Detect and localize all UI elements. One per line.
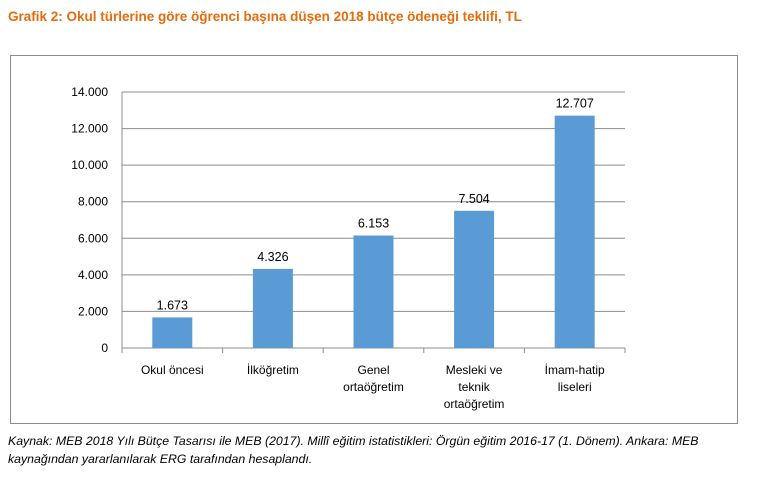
bar — [252, 268, 293, 348]
y-tick-label: 6.000 — [78, 231, 108, 245]
bar — [152, 317, 193, 348]
category-label: İmam-hatip liseleri — [545, 363, 605, 394]
bar — [554, 115, 595, 348]
y-tick-label: 14.000 — [71, 85, 108, 99]
data-label: 6.153 — [358, 216, 389, 230]
data-label: 1.673 — [157, 298, 188, 312]
y-tick-label: 0 — [101, 341, 108, 355]
category-label: İlköğretim — [247, 363, 299, 377]
data-label: 12.707 — [556, 97, 594, 111]
y-tick-label: 4.000 — [78, 268, 108, 282]
y-tick-label: 10.000 — [71, 158, 108, 172]
source-note: Kaynak: MEB 2018 Yılı Bütçe Tasarısı ile… — [8, 434, 699, 466]
category-label: Genel ortaöğretim — [343, 363, 404, 394]
category-label: Mesleki ve teknik ortaöğretim — [444, 363, 505, 411]
y-tick-label: 12.000 — [71, 122, 108, 136]
bar — [353, 235, 394, 348]
bar — [454, 210, 495, 348]
chart-title: Grafik 2: Okul türlerine göre öğrenci ba… — [8, 9, 522, 24]
category-label: Okul öncesi — [141, 363, 204, 377]
data-label: 4.326 — [257, 250, 288, 264]
y-tick-label: 8.000 — [78, 195, 108, 209]
bar-chart: 0 2.000 4.000 6.000 8.000 10.000 12.000 14.000 1… — [71, 85, 626, 411]
y-tick-label: 2.000 — [78, 304, 108, 318]
data-label: 7.504 — [458, 192, 489, 206]
